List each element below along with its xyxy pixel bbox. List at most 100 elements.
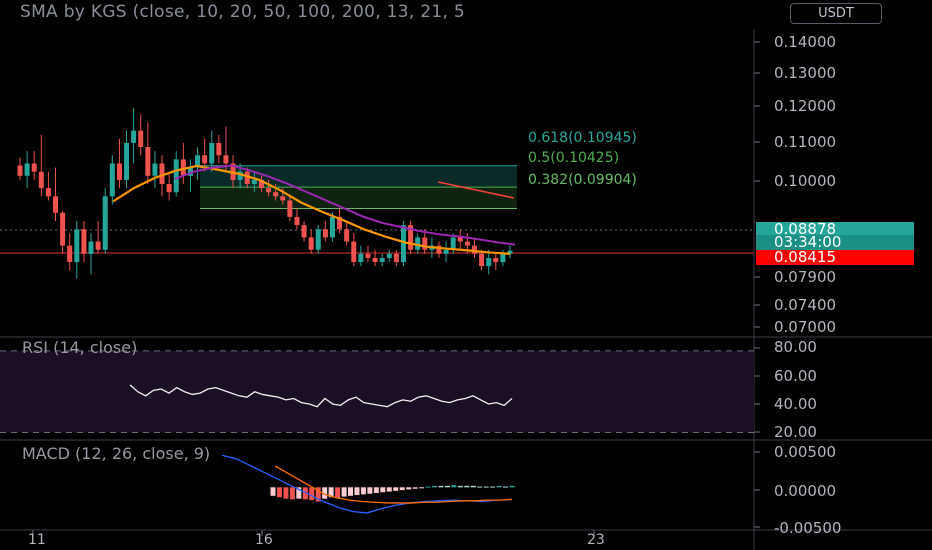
price-tick: 0.07000 — [774, 318, 837, 336]
sma-fast-line — [112, 164, 511, 255]
price-tick: 0.07900 — [774, 268, 837, 286]
candle-body — [386, 253, 392, 258]
candle-body — [17, 165, 23, 176]
fib-label-0382: 0.382(0.09904) — [528, 172, 637, 188]
red-price-tag: 0.08415 — [756, 250, 914, 265]
macd-histogram-bar — [399, 487, 405, 491]
macd-histogram-bar — [509, 485, 515, 488]
trend-line[interactable] — [437, 181, 515, 199]
candle-body — [344, 229, 350, 242]
candle-body — [450, 237, 456, 250]
fib-zone-upper — [200, 165, 517, 188]
price-tick: 0.07400 — [774, 296, 837, 314]
candle-body — [258, 179, 264, 189]
candle-body — [138, 130, 144, 148]
macd-histogram-bar — [341, 487, 347, 497]
candle-body — [464, 241, 470, 246]
macd-histogram-bar — [270, 487, 276, 496]
macd-histogram-bar — [419, 487, 425, 489]
candle-body — [152, 163, 158, 176]
candle-body — [67, 245, 73, 263]
candle-body — [216, 142, 222, 156]
candles — [17, 108, 513, 279]
candle-body — [471, 245, 477, 254]
macd-histogram-bar — [470, 485, 476, 488]
macd-histogram-bar — [425, 486, 431, 488]
candle-body — [358, 253, 364, 263]
rsi-tick: 80.00 — [774, 338, 817, 356]
fib-zone-lower — [200, 187, 517, 209]
candle-body — [436, 245, 442, 254]
sma-slow-line — [174, 164, 516, 246]
candle-body — [124, 142, 130, 180]
currency-button[interactable]: USDT — [790, 3, 882, 24]
macd-histogram-bar — [444, 485, 450, 488]
candle-body — [329, 216, 335, 238]
candle-body — [507, 250, 513, 254]
candle-body — [145, 147, 151, 176]
candle-body — [173, 159, 179, 193]
macd-histogram-bar — [302, 487, 308, 500]
macd-histogram-bar — [335, 487, 341, 498]
candle-body — [38, 171, 44, 189]
candle-body — [294, 216, 300, 226]
macd-tick: 0.00500 — [774, 443, 837, 461]
macd-histogram-bar — [412, 487, 418, 489]
candle-body — [400, 225, 406, 263]
fibonacci-retracement[interactable] — [200, 165, 517, 210]
macd-tick: 0.00000 — [774, 482, 837, 500]
price-tick: 0.13000 — [774, 64, 837, 82]
macd-histogram-bar — [289, 487, 295, 500]
candle-body — [379, 257, 385, 263]
macd-histogram-bar — [503, 486, 509, 488]
candle-body — [422, 237, 428, 250]
macd-histogram-bar — [490, 486, 496, 488]
price-tick: 0.11000 — [774, 133, 837, 151]
candle-body — [159, 163, 165, 185]
candle-body — [244, 171, 250, 185]
candle-body — [131, 130, 137, 143]
rsi-title: RSI (14, close) — [22, 338, 138, 357]
rsi-band — [0, 350, 754, 433]
candle-body — [280, 196, 286, 201]
macd-histogram-bar — [483, 486, 489, 488]
macd-histogram-bar — [451, 485, 457, 488]
candle-body — [486, 257, 492, 267]
candle-body — [53, 196, 59, 213]
rsi-panel — [0, 350, 754, 434]
candle-body — [24, 163, 30, 176]
macd-tick: -0.00500 — [774, 519, 842, 537]
candle-body — [266, 188, 272, 193]
macd-title: MACD (12, 26, close, 9) — [22, 444, 211, 463]
macd-histogram-bar — [283, 487, 289, 499]
candle-body — [116, 163, 122, 180]
candle-body — [102, 196, 108, 250]
candle-body — [74, 229, 80, 263]
candle-body — [301, 225, 307, 238]
candle-body — [322, 229, 328, 238]
macd-histogram-bar — [315, 487, 321, 502]
macd-histogram-bar — [360, 487, 366, 495]
candle-body — [109, 163, 115, 197]
candle-body — [202, 155, 208, 164]
candle-body — [273, 192, 279, 197]
candle-body — [237, 171, 243, 180]
macd-histogram-bar — [373, 487, 379, 493]
macd-histogram-bar — [328, 487, 334, 498]
candle-body — [308, 237, 314, 250]
macd-histogram-bar — [367, 487, 373, 494]
macd-histogram-bar — [322, 487, 328, 499]
macd-histogram-bar — [380, 487, 386, 493]
rsi-tick: 40.00 — [774, 395, 817, 413]
macd-histogram-bar — [296, 487, 302, 499]
rsi-tick: 60.00 — [774, 367, 817, 385]
candle-body — [315, 229, 321, 250]
candle-body — [166, 184, 172, 193]
signal-line — [274, 465, 513, 504]
macd-histogram-bar — [406, 487, 412, 490]
macd-histogram-bar — [393, 487, 399, 491]
candle-body — [372, 257, 378, 263]
candle-body — [443, 249, 449, 254]
